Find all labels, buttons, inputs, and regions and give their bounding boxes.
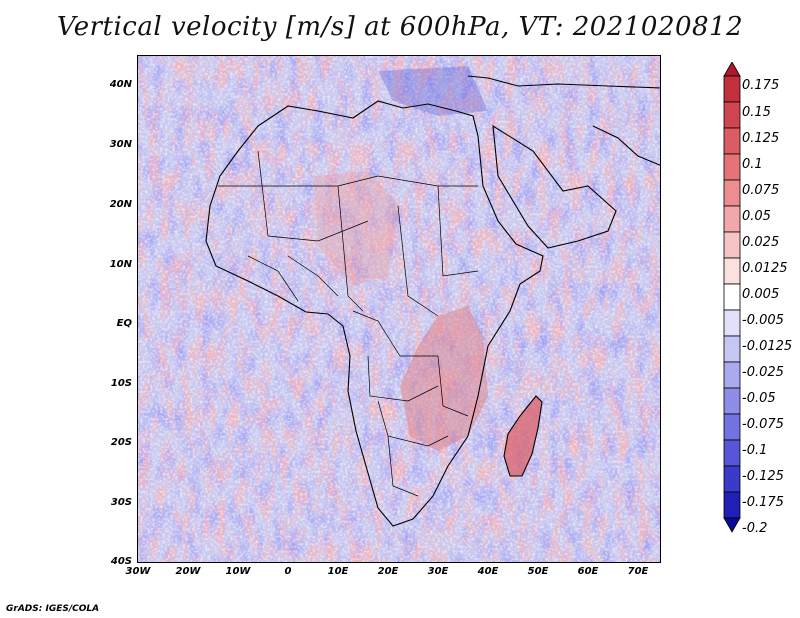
lat-label: 10N	[109, 259, 132, 270]
lon-label: 10E	[327, 566, 349, 577]
lat-label: 30S	[110, 497, 132, 508]
colorbar-label: 0.175	[742, 78, 780, 93]
lat-label: 40N	[109, 79, 132, 90]
lat-label: 30N	[109, 139, 132, 150]
footer-credit: GrADS: IGES/COLA	[6, 604, 100, 614]
colorbar-label: -0.075	[742, 417, 784, 432]
colorbar-label: 0.05	[742, 209, 771, 224]
colorbar-segment	[723, 309, 741, 337]
colorbar-label: -0.1	[742, 443, 768, 458]
lat-label: 20S	[110, 437, 132, 448]
colorbar-top-arrow	[723, 62, 741, 77]
lat-label: 20N	[109, 199, 132, 210]
colorbar	[723, 62, 741, 533]
colorbar-segment	[723, 335, 741, 363]
lon-label: 50E	[527, 566, 549, 577]
colorbar-label: -0.0125	[742, 339, 793, 354]
map-panel	[137, 55, 661, 563]
coastlines	[205, 75, 660, 527]
colorbar-label: 0.1	[742, 157, 763, 172]
lon-label: 20W	[175, 566, 201, 577]
colorbar-segment	[723, 361, 741, 389]
colorbar-label: -0.2	[742, 521, 768, 536]
country-borders	[218, 150, 479, 497]
colorbar-segment	[723, 179, 741, 207]
colorbar-label: 0.0125	[742, 261, 788, 276]
colorbar-label: -0.175	[742, 495, 784, 510]
madagascar-red-area	[504, 396, 542, 476]
colorbar-label: -0.025	[742, 365, 784, 380]
lat-label: EQ	[116, 318, 132, 329]
lat-label: 10S	[110, 378, 132, 389]
colorbar-segment	[723, 153, 741, 181]
mediterranean-blue-area	[378, 66, 488, 116]
lon-label: 30W	[125, 566, 151, 577]
lon-label: 40E	[477, 566, 499, 577]
lat-label: 40S	[110, 556, 132, 567]
colorbar-bottom-arrow	[723, 517, 741, 533]
lon-label: 0	[284, 566, 292, 577]
colorbar-label: -0.05	[742, 391, 776, 406]
colorbar-label: 0.125	[742, 131, 780, 146]
colorbar-segment	[723, 283, 741, 311]
field-texture	[138, 56, 660, 562]
sahara-red-streak	[313, 171, 400, 286]
lon-label: 10W	[225, 566, 251, 577]
colorbar-segment	[723, 387, 741, 415]
colorbar-label: 0.075	[742, 183, 780, 198]
colorbar-segment	[723, 101, 741, 129]
colorbar-label: 0.005	[742, 287, 780, 302]
colorbar-segment	[723, 439, 741, 467]
lon-label: 30E	[427, 566, 449, 577]
colorbar-segment	[723, 231, 741, 259]
colorbar-label: -0.005	[742, 313, 784, 328]
colorbar-label: 0.15	[742, 105, 771, 120]
lon-label: 70E	[627, 566, 649, 577]
colorbar-segment	[723, 465, 741, 493]
colorbar-label: -0.125	[742, 469, 784, 484]
colorbar-segment	[723, 257, 741, 285]
colorbar-segment	[723, 127, 741, 155]
map-title: Vertical velocity [m/s] at 600hPa, VT: 2…	[56, 12, 744, 42]
lon-label: 20E	[377, 566, 399, 577]
colorbar-label: 0.025	[742, 235, 780, 250]
colorbar-segment	[723, 75, 741, 103]
colorbar-segment	[723, 205, 741, 233]
lon-label: 60E	[577, 566, 599, 577]
east-africa-red-area	[400, 306, 488, 451]
colorbar-segment	[723, 491, 741, 519]
colorbar-segment	[723, 413, 741, 441]
